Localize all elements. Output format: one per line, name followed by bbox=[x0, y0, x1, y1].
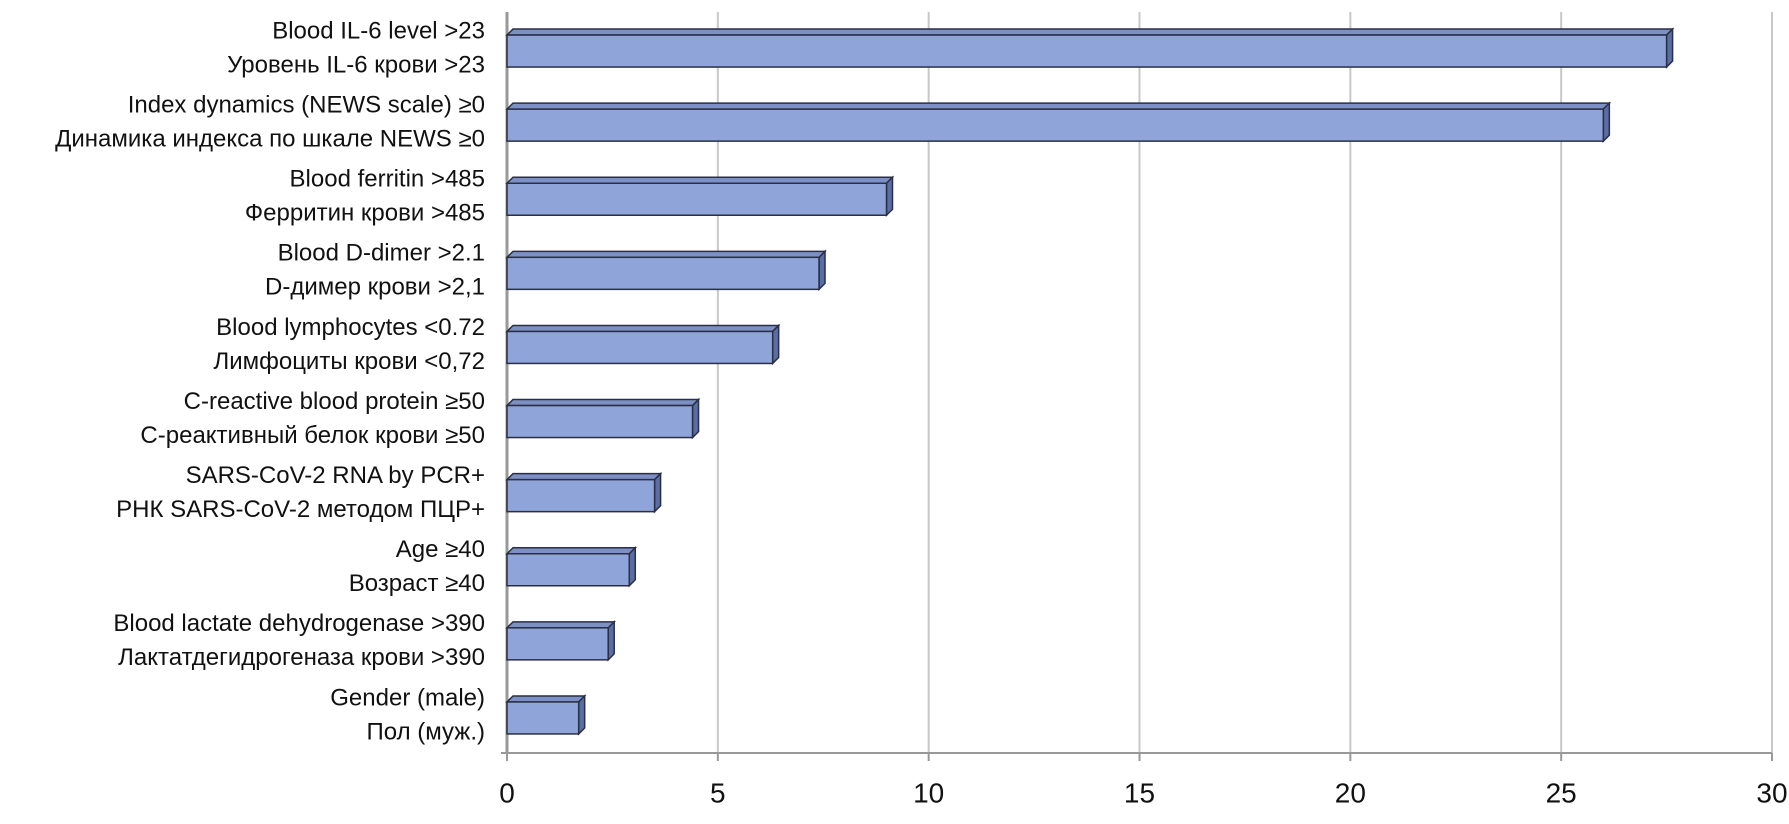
y-tick-label: Gender (male) bbox=[330, 684, 485, 711]
bar-top bbox=[505, 176, 895, 184]
bar-front bbox=[506, 108, 1605, 142]
bar bbox=[505, 545, 638, 588]
y-tick-label: Age ≥40 bbox=[396, 536, 485, 563]
bar bbox=[505, 249, 827, 292]
y-tick-label: С-реактивный белок крови ≥50 bbox=[140, 422, 485, 449]
y-tick-label: Лактатдегидрогеназа крови >390 bbox=[118, 644, 485, 671]
x-tick-label: 30 bbox=[1756, 777, 1787, 808]
bar-side bbox=[885, 175, 894, 218]
bar-top bbox=[505, 28, 1675, 36]
bar-side bbox=[1602, 101, 1611, 143]
y-tick-label: Blood lymphocytes <0.72 bbox=[216, 314, 485, 341]
bar bbox=[505, 323, 781, 366]
bar-side bbox=[1665, 27, 1674, 69]
x-axis: 0 5 10 15 20 25 30 bbox=[499, 777, 1787, 808]
x-tick-label: 25 bbox=[1546, 777, 1577, 808]
y-tick-label: РНК SARS-CoV-2 методом ПЦР+ bbox=[116, 496, 485, 523]
x-tick-label: 10 bbox=[913, 777, 944, 808]
bar-side bbox=[771, 323, 780, 366]
bar bbox=[505, 694, 587, 736]
x-tick-label: 5 bbox=[710, 777, 726, 808]
y-tick-label: Blood lactate dehydrogenase >390 bbox=[113, 610, 485, 637]
y-tick-label: Возраст ≥40 bbox=[349, 570, 485, 597]
y-tick-label: Лимфоциты крови <0,72 bbox=[213, 348, 485, 375]
bar-top bbox=[505, 324, 781, 333]
bar-top bbox=[505, 547, 638, 555]
y-tick-label: Ферритин крови >485 bbox=[245, 200, 485, 227]
bar-front bbox=[506, 553, 631, 587]
bar-front bbox=[506, 256, 820, 291]
bar-top bbox=[505, 621, 617, 629]
bar-front bbox=[506, 330, 774, 365]
bar bbox=[505, 471, 663, 514]
bar-side bbox=[607, 620, 615, 662]
x-tick-label: 15 bbox=[1124, 777, 1155, 808]
bar-side bbox=[691, 397, 700, 440]
bar-front bbox=[506, 627, 609, 661]
y-tick-label: Пол (муж.) bbox=[367, 718, 486, 745]
y-tick-label: Уровень IL-6 крови >23 bbox=[227, 51, 485, 78]
x-tick-label: 0 bbox=[499, 777, 515, 808]
bar-front bbox=[506, 34, 1668, 68]
bar bbox=[505, 27, 1675, 69]
y-tick-label: Index dynamics (NEWS scale) ≥0 bbox=[128, 91, 485, 118]
bar-side bbox=[653, 471, 662, 514]
bar bbox=[505, 175, 895, 218]
bar-front bbox=[506, 478, 656, 513]
bar-top bbox=[505, 398, 701, 407]
y-tick-label: SARS-CoV-2 RNA by PCR+ bbox=[186, 462, 485, 489]
y-tick-label: C-reactive blood protein ≥50 bbox=[184, 388, 485, 415]
bar-top bbox=[505, 250, 827, 259]
bar-top bbox=[505, 102, 1612, 110]
bar-side bbox=[628, 545, 637, 588]
bar-top bbox=[505, 472, 663, 481]
bar-side bbox=[818, 249, 826, 292]
y-tick-label: Blood IL-6 level >23 bbox=[272, 17, 485, 44]
bar-top bbox=[505, 695, 587, 703]
y-tick-label: Динамика индекса по шкале NEWS ≥0 bbox=[55, 125, 485, 152]
y-tick-label: Blood D-dimer >2.1 bbox=[278, 240, 485, 267]
bar bbox=[505, 397, 701, 440]
bar-front bbox=[506, 404, 694, 439]
bar-front bbox=[506, 701, 580, 735]
bar bbox=[505, 620, 617, 662]
bar bbox=[505, 101, 1612, 143]
y-tick-label: D-димер крови >2,1 bbox=[265, 274, 485, 301]
bar-side bbox=[577, 694, 586, 736]
bar-front bbox=[506, 182, 888, 216]
x-tick-label: 20 bbox=[1335, 777, 1366, 808]
y-tick-label: Blood ferritin >485 bbox=[290, 166, 485, 193]
